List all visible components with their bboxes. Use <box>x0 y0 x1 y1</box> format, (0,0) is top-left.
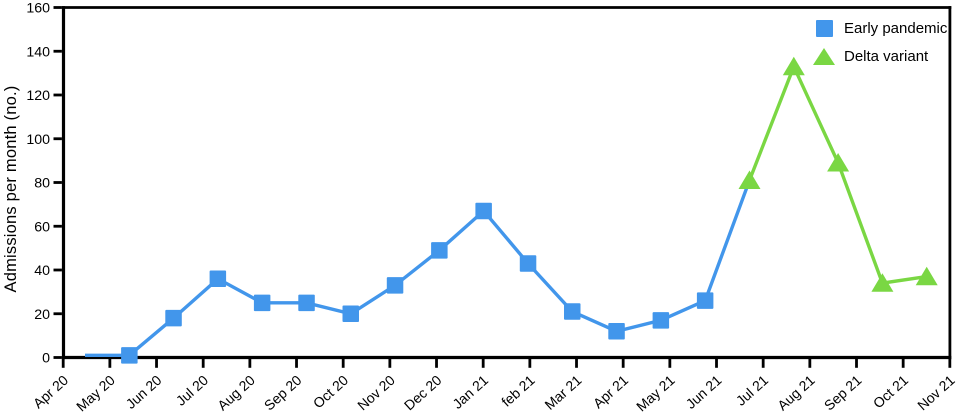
early-pandemic-square-icon <box>815 19 833 37</box>
legend: Early pandemic Delta variant <box>812 19 947 75</box>
early-pandemic-marker-square <box>564 303 581 320</box>
early-pandemic-marker-square <box>121 347 138 364</box>
legend-label-early-pandemic: Early pandemic <box>844 19 948 37</box>
early-pandemic-marker-square <box>298 294 315 312</box>
early-pandemic-marker-square <box>431 242 448 259</box>
x-tick-label: feb 21 <box>498 372 538 410</box>
legend-marker-cell <box>812 47 836 65</box>
x-tick-label: Jul 20 <box>173 372 212 409</box>
delta-variant-marker-triangle <box>871 273 894 292</box>
legend-item-delta-variant: Delta variant <box>812 47 947 65</box>
y-tick-label: 80 <box>34 176 50 192</box>
y-tick-label: 160 <box>26 1 50 17</box>
delta-variant-marker-triangle <box>738 170 761 189</box>
early-pandemic-line <box>85 179 752 357</box>
x-tick-label: Aug 21 <box>774 372 818 414</box>
early-pandemic-marker-square <box>608 323 625 340</box>
x-tick-label: Jun 21 <box>683 372 725 412</box>
legend-marker-cell <box>812 19 836 37</box>
x-tick-label: Dec 20 <box>401 372 445 414</box>
delta-variant-marker-triangle <box>782 56 805 76</box>
x-tick-label: Sep 21 <box>821 372 865 414</box>
early-pandemic-marker-square <box>342 305 359 322</box>
y-tick-label: 60 <box>34 219 50 235</box>
y-tick-label: 40 <box>34 263 50 279</box>
x-tick-label: Oct 21 <box>870 372 912 412</box>
x-tick-label: May 20 <box>73 372 118 415</box>
x-tick-label: Jan 21 <box>449 372 491 412</box>
x-tick-label: Nov 20 <box>354 372 398 414</box>
early-pandemic-marker-square <box>652 312 670 329</box>
x-tick-label: Apr 20 <box>30 372 72 412</box>
y-tick-label: 20 <box>34 307 50 323</box>
x-tick-label: Apr 21 <box>590 372 632 412</box>
y-tick-label: 100 <box>26 132 50 148</box>
delta-variant-marker-triangle <box>827 153 850 172</box>
y-tick-label: 0 <box>42 351 50 367</box>
x-tick-label: Nov 21 <box>914 372 958 414</box>
early-pandemic-marker-square <box>696 292 714 309</box>
early-pandemic-marker-square <box>519 255 537 272</box>
early-pandemic-marker-square <box>386 277 404 294</box>
early-pandemic-marker-square <box>475 202 492 220</box>
delta-variant-triangle-icon <box>813 47 835 65</box>
early-pandemic-marker-square <box>165 309 182 327</box>
x-tick-label: Mar 21 <box>541 372 584 413</box>
x-tick-label: Jul 21 <box>733 372 772 409</box>
delta-variant-line <box>747 62 927 285</box>
x-tick-label: Sep 20 <box>261 372 305 414</box>
x-tick-label: Aug 20 <box>214 372 258 414</box>
y-tick-label: 120 <box>26 88 50 104</box>
legend-label-delta-variant: Delta variant <box>844 47 929 65</box>
y-tick-label: 140 <box>26 44 50 60</box>
legend-item-early-pandemic: Early pandemic <box>812 19 947 37</box>
y-axis-title: Admissions per month (no.) <box>2 85 20 293</box>
early-pandemic-marker-square <box>253 294 271 312</box>
x-tick-label: Oct 20 <box>310 372 352 412</box>
early-pandemic-marker-square <box>209 270 227 287</box>
x-tick-label: Jun 20 <box>123 372 165 412</box>
x-tick-label: May 21 <box>633 372 678 415</box>
delta-variant-marker-triangle <box>915 266 938 286</box>
